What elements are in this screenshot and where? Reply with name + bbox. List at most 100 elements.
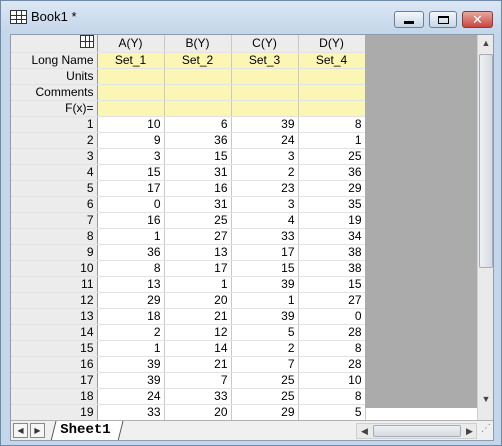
data-cell[interactable]: 25 (164, 212, 232, 229)
data-cell[interactable]: 1 (164, 276, 232, 293)
long-name-label[interactable]: Long Name (11, 52, 98, 69)
units-cell[interactable] (97, 68, 165, 85)
data-cell[interactable]: 5 (231, 324, 299, 341)
grid-corner[interactable] (11, 35, 98, 53)
data-cell[interactable]: 8 (298, 116, 366, 133)
data-cell[interactable]: 19 (298, 212, 366, 229)
data-cell[interactable]: 29 (231, 404, 299, 421)
data-cell[interactable]: 1 (298, 132, 366, 149)
data-cell[interactable]: 36 (164, 132, 232, 149)
units-label[interactable]: Units (11, 68, 98, 85)
data-cell[interactable]: 35 (298, 196, 366, 213)
data-cell[interactable]: 31 (164, 196, 232, 213)
data-cell[interactable]: 1 (231, 292, 299, 309)
data-cell[interactable]: 10 (298, 372, 366, 389)
data-cell[interactable]: 24 (231, 132, 299, 149)
row-number[interactable]: 3 (11, 148, 98, 165)
data-cell[interactable]: 15 (298, 276, 366, 293)
data-cell[interactable]: 7 (164, 372, 232, 389)
data-cell[interactable]: 27 (298, 292, 366, 309)
long-name-cell[interactable]: Set_1 (97, 52, 165, 69)
data-cell[interactable]: 8 (97, 260, 165, 277)
scroll-right-icon[interactable]: ▶ (466, 426, 473, 436)
data-cell[interactable]: 3 (97, 148, 165, 165)
data-cell[interactable]: 33 (164, 388, 232, 405)
next-sheet-icon[interactable]: ▶ (30, 423, 45, 438)
row-number[interactable]: 5 (11, 180, 98, 197)
row-number[interactable]: 13 (11, 308, 98, 325)
data-cell[interactable]: 1 (97, 340, 165, 357)
data-cell[interactable]: 38 (298, 244, 366, 261)
long-name-cell[interactable]: Set_4 (298, 52, 366, 69)
horizontal-scroll-thumb[interactable] (373, 425, 461, 437)
units-cell[interactable] (164, 68, 232, 85)
comments-cell[interactable] (298, 84, 366, 101)
data-cell[interactable]: 0 (97, 196, 165, 213)
data-cell[interactable]: 6 (164, 116, 232, 133)
data-cell[interactable]: 8 (298, 388, 366, 405)
fx-cell[interactable] (164, 100, 232, 117)
data-cell[interactable]: 13 (164, 244, 232, 261)
data-cell[interactable]: 39 (231, 116, 299, 133)
data-cell[interactable]: 9 (97, 132, 165, 149)
data-cell[interactable]: 15 (231, 260, 299, 277)
data-cell[interactable]: 7 (231, 356, 299, 373)
prev-sheet-icon[interactable]: ◀ (13, 423, 28, 438)
data-cell[interactable]: 20 (164, 292, 232, 309)
row-number[interactable]: 4 (11, 164, 98, 181)
data-cell[interactable]: 21 (164, 356, 232, 373)
data-cell[interactable]: 1 (97, 228, 165, 245)
comments-cell[interactable] (164, 84, 232, 101)
fx-cell[interactable] (231, 100, 299, 117)
data-cell[interactable]: 34 (298, 228, 366, 245)
data-cell[interactable]: 23 (231, 180, 299, 197)
data-cell[interactable]: 2 (231, 340, 299, 357)
vertical-scrollbar[interactable]: ▲ ▼ (477, 35, 493, 425)
row-number[interactable]: 8 (11, 228, 98, 245)
units-cell[interactable] (231, 68, 299, 85)
minimize-button[interactable] (394, 11, 424, 28)
row-number[interactable]: 10 (11, 260, 98, 277)
row-number[interactable]: 15 (11, 340, 98, 357)
title-bar[interactable]: Book1 * ✕ (1, 1, 501, 31)
close-button[interactable]: ✕ (462, 11, 493, 28)
vertical-scroll-thumb[interactable] (479, 54, 493, 268)
data-cell[interactable]: 31 (164, 164, 232, 181)
row-number[interactable]: 11 (11, 276, 98, 293)
data-cell[interactable]: 2 (231, 164, 299, 181)
data-cell[interactable]: 24 (97, 388, 165, 405)
row-number[interactable]: 12 (11, 292, 98, 309)
data-cell[interactable]: 29 (298, 180, 366, 197)
row-number[interactable]: 1 (11, 116, 98, 133)
data-cell[interactable]: 3 (231, 148, 299, 165)
column-header-c[interactable]: C(Y) (231, 35, 299, 53)
data-cell[interactable]: 16 (164, 180, 232, 197)
data-cell[interactable]: 39 (97, 356, 165, 373)
data-cell[interactable]: 0 (298, 308, 366, 325)
data-cell[interactable]: 13 (97, 276, 165, 293)
row-number[interactable]: 7 (11, 212, 98, 229)
row-number[interactable]: 18 (11, 388, 98, 405)
scroll-left-icon[interactable]: ◀ (361, 426, 368, 436)
data-cell[interactable]: 17 (164, 260, 232, 277)
scroll-up-icon[interactable]: ▲ (481, 38, 491, 48)
data-cell[interactable]: 36 (97, 244, 165, 261)
data-cell[interactable]: 25 (231, 372, 299, 389)
data-cell[interactable]: 38 (298, 260, 366, 277)
data-cell[interactable]: 15 (164, 148, 232, 165)
fx-label[interactable]: F(x)= (11, 100, 98, 117)
units-cell[interactable] (298, 68, 366, 85)
data-cell[interactable]: 3 (231, 196, 299, 213)
comments-cell[interactable] (97, 84, 165, 101)
tab-sheet1[interactable]: Sheet1 (50, 421, 124, 440)
data-cell[interactable]: 14 (164, 340, 232, 357)
long-name-cell[interactable]: Set_3 (231, 52, 299, 69)
column-header-a[interactable]: A(Y) (97, 35, 165, 53)
data-cell[interactable]: 10 (97, 116, 165, 133)
row-number[interactable]: 2 (11, 132, 98, 149)
comments-label[interactable]: Comments (11, 84, 98, 101)
data-cell[interactable]: 39 (231, 308, 299, 325)
row-number[interactable]: 14 (11, 324, 98, 341)
long-name-cell[interactable]: Set_2 (164, 52, 232, 69)
data-cell[interactable]: 29 (97, 292, 165, 309)
